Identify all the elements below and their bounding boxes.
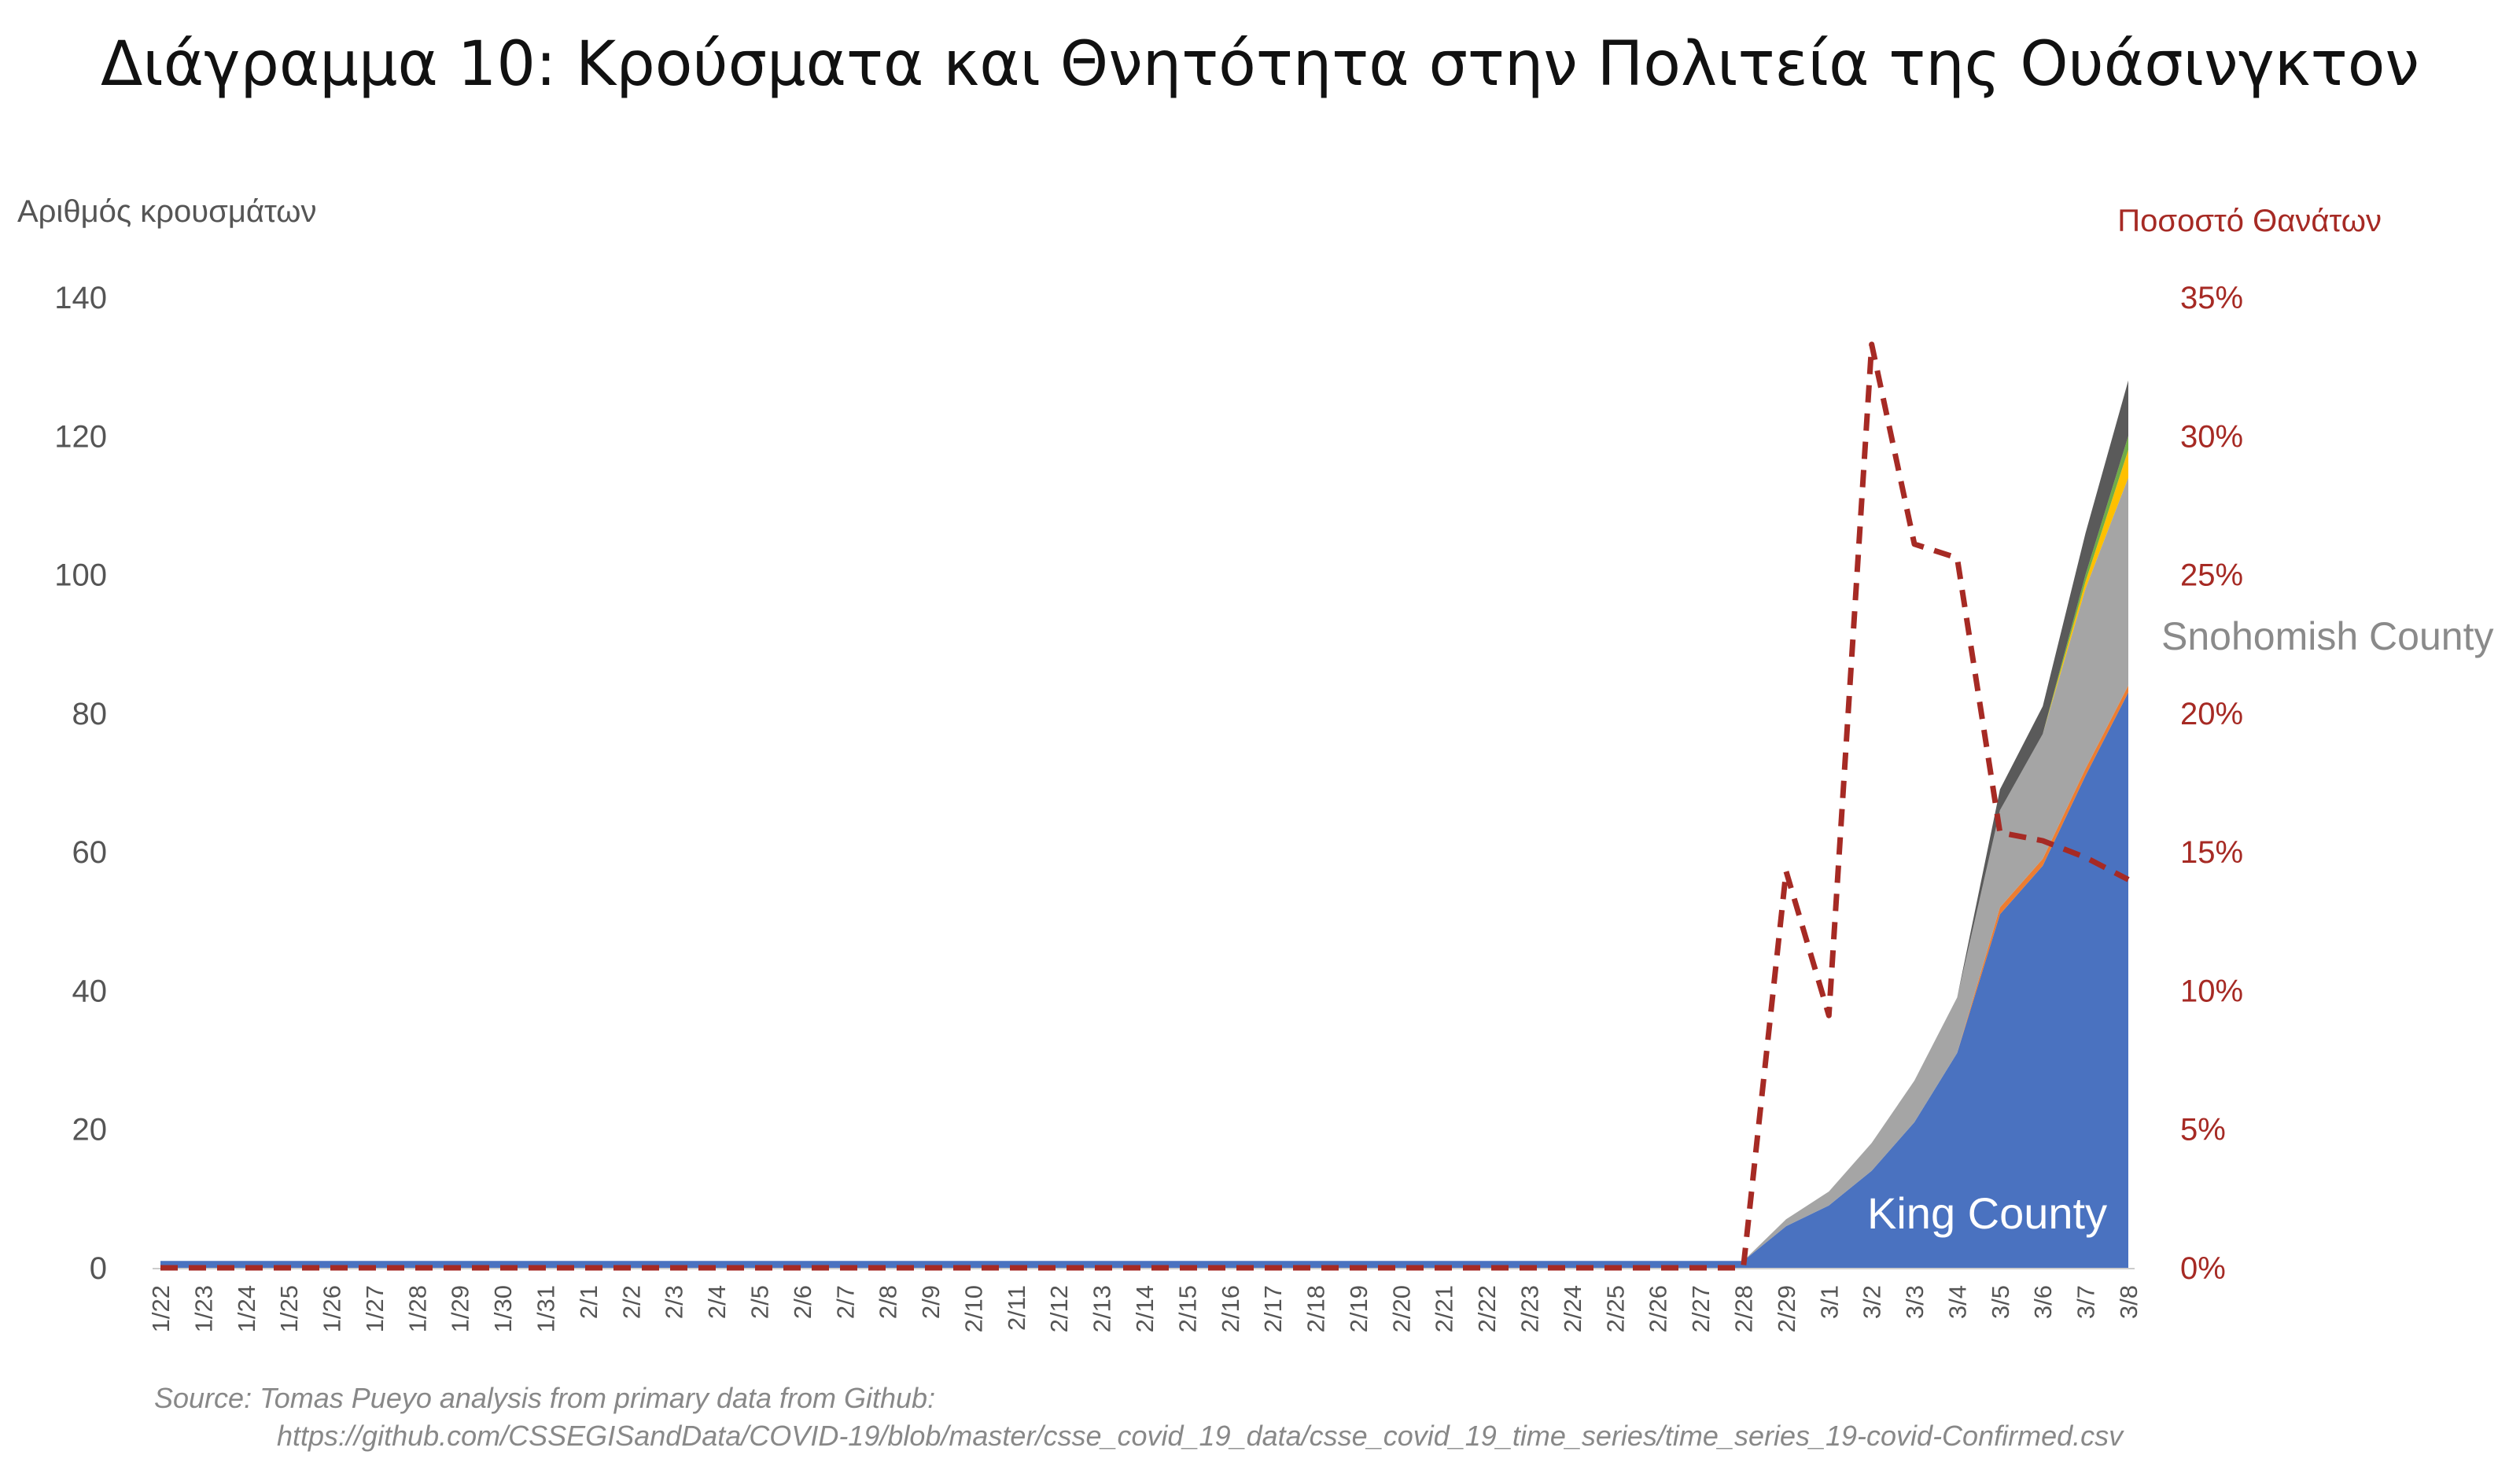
- x-tick-label: 1/29: [447, 1285, 474, 1332]
- area-series-2: [160, 477, 2128, 1262]
- x-tick-label: 2/18: [1302, 1285, 1330, 1332]
- x-tick-label: 2/25: [1601, 1285, 1629, 1332]
- king-county-label: King County: [1867, 1188, 2107, 1238]
- y-tick-label: 140: [54, 281, 107, 315]
- x-tick-label: 1/25: [275, 1285, 303, 1332]
- x-axis-ticks: 1/22 1/23 1/24 1/25 1/26 1/27 1/28 1/29 1/30 1/31…: [147, 1285, 2142, 1332]
- x-tick-label: 2/12: [1045, 1285, 1073, 1332]
- y-tick-label: 80: [72, 697, 108, 731]
- y2-tick-label: 35%: [2180, 281, 2243, 315]
- y-axis-title: Αριθμός κρουσμάτων: [17, 194, 316, 229]
- y2-tick-label: 0%: [2180, 1251, 2226, 1286]
- y2-tick-label: 5%: [2180, 1113, 2226, 1147]
- x-tick-label: 2/22: [1473, 1285, 1501, 1332]
- x-tick-label: 3/6: [2029, 1285, 2057, 1319]
- x-tick-label: 2/9: [917, 1285, 945, 1319]
- x-tick-label: 1/24: [233, 1285, 260, 1332]
- y2-tick-label: 10%: [2180, 974, 2243, 1008]
- x-tick-label: 1/28: [403, 1285, 431, 1332]
- x-tick-label: 1/22: [147, 1285, 175, 1332]
- area-series-3: [160, 449, 2128, 1262]
- x-tick-label: 2/10: [960, 1285, 987, 1332]
- x-tick-label: 2/14: [1131, 1285, 1159, 1332]
- x-tick-label: 2/6: [789, 1285, 816, 1319]
- x-tick-label: 2/11: [1003, 1285, 1030, 1331]
- x-tick-label: 1/30: [489, 1285, 517, 1332]
- x-tick-label: 3/1: [1815, 1285, 1843, 1319]
- y-tick-label: 20: [72, 1113, 108, 1147]
- x-tick-label: 3/5: [1987, 1285, 2014, 1319]
- y2-tick-label: 20%: [2180, 697, 2243, 731]
- area-series-5: [160, 380, 2128, 1262]
- x-tick-label: 2/5: [746, 1285, 773, 1319]
- x-tick-label: 2/15: [1173, 1285, 1201, 1332]
- source-line-2: https://github.com/CSSEGISandData/COVID-…: [277, 1420, 2124, 1452]
- y-axis-ticks: 0 20 40 60 80 100 120 140: [54, 281, 107, 1286]
- x-tick-label: 3/8: [2115, 1285, 2142, 1319]
- x-tick-label: 2/21: [1431, 1285, 1458, 1332]
- death-rate-line: [160, 341, 2130, 1271]
- x-tick-label: 1/27: [361, 1285, 389, 1332]
- x-tick-label: 3/4: [1943, 1285, 1971, 1319]
- chart-title: Διάγραμμα 10: Κρούσματα και Θνητότητα στ…: [101, 29, 2419, 100]
- x-tick-label: 2/26: [1645, 1285, 1672, 1332]
- x-tick-label: 2/17: [1259, 1285, 1287, 1332]
- x-tick-label: 3/7: [2072, 1285, 2100, 1319]
- y-tick-label: 60: [72, 835, 108, 870]
- x-tick-label: 3/2: [1859, 1285, 1886, 1319]
- x-tick-label: 2/2: [617, 1285, 645, 1319]
- y-tick-label: 0: [90, 1251, 107, 1286]
- y2-tick-label: 25%: [2180, 558, 2243, 593]
- x-tick-label: 2/1: [575, 1285, 602, 1319]
- y-tick-label: 100: [54, 558, 107, 593]
- x-tick-label: 3/3: [1901, 1285, 1929, 1319]
- x-tick-label: 1/23: [190, 1285, 217, 1332]
- x-tick-label: 2/20: [1387, 1285, 1415, 1332]
- x-tick-label: 2/8: [875, 1285, 902, 1319]
- x-tick-label: 2/28: [1730, 1285, 1757, 1332]
- source-line-1: Source: Tomas Pueyo analysis from primar…: [154, 1382, 935, 1414]
- death-rate-layer: [160, 341, 2130, 1271]
- snohomish-county-label: Snohomish County: [2161, 614, 2493, 658]
- y2-tick-label: 15%: [2180, 835, 2243, 870]
- x-tick-label: 2/13: [1089, 1285, 1116, 1332]
- y-tick-label: 120: [54, 419, 107, 454]
- x-tick-label: 1/31: [532, 1285, 560, 1332]
- x-tick-label: 2/27: [1687, 1285, 1715, 1332]
- x-tick-label: 2/19: [1345, 1285, 1372, 1332]
- y2-axis-title: Ποσοστό Θανάτων: [2117, 204, 2382, 238]
- area-series-4: [160, 436, 2128, 1262]
- x-tick-label: 2/24: [1559, 1285, 1586, 1332]
- area-series-1: [160, 685, 2128, 1262]
- x-tick-label: 2/4: [703, 1285, 731, 1319]
- x-tick-label: 2/7: [831, 1285, 859, 1319]
- x-tick-label: 2/23: [1516, 1285, 1544, 1332]
- x-tick-label: 1/26: [319, 1285, 346, 1332]
- y2-tick-label: 30%: [2180, 419, 2243, 454]
- x-tick-label: 2/16: [1217, 1285, 1244, 1332]
- y2-axis-ticks: 0% 5% 10% 15% 20% 25% 30% 35%: [2180, 281, 2243, 1286]
- y-tick-label: 40: [72, 974, 108, 1008]
- area-series-0: [160, 692, 2128, 1268]
- x-tick-label: 2/3: [661, 1285, 688, 1319]
- x-tick-label: 2/29: [1773, 1285, 1800, 1332]
- area-layers: [160, 380, 2128, 1268]
